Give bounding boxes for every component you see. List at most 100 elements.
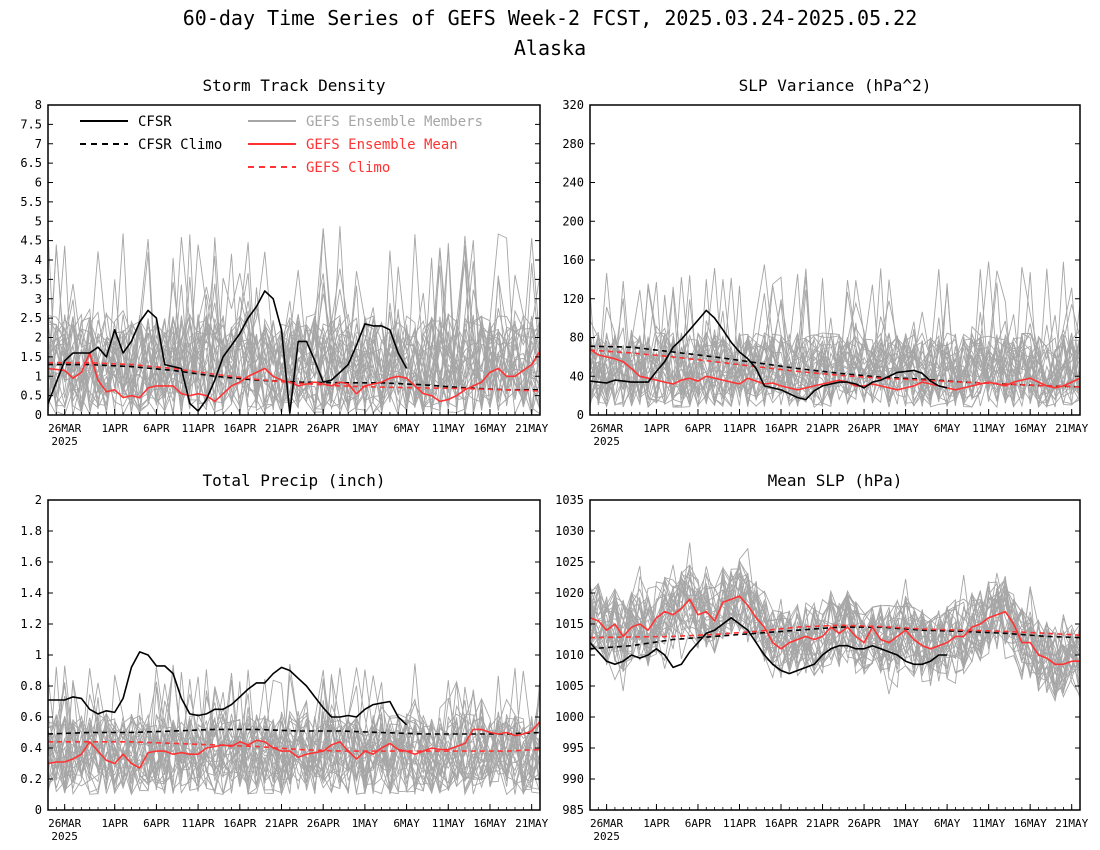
y-tick-label: 280: [562, 137, 584, 151]
x-tick-label: 6APR: [685, 422, 712, 435]
series-cfsr-climo: [590, 626, 1080, 650]
ensemble-member-line: [590, 333, 1080, 408]
panel-title: Storm Track Density: [202, 76, 385, 95]
x-tick-label: 26APR: [307, 422, 340, 435]
x-tick-label: 21MAY: [515, 817, 548, 830]
y-tick-label: 0.2: [20, 772, 42, 786]
y-tick-label: 1020: [555, 586, 584, 600]
ensemble-member-line: [590, 572, 1080, 690]
plot-area: [48, 226, 540, 415]
x-tick-label: 21APR: [265, 817, 298, 830]
x-tick-label: 26APR: [848, 817, 881, 830]
x-tick-label: 11MAY: [972, 817, 1005, 830]
series-gefs-ensemble-mean: [590, 348, 1080, 391]
ensemble-member-line: [48, 274, 540, 414]
ensemble-member-line: [48, 675, 540, 794]
y-tick-label: 1005: [555, 679, 584, 693]
legend-label-gefs-climo: GEFS Climo: [306, 160, 390, 176]
y-tick-label: 1025: [555, 555, 584, 569]
y-tick-label: 3: [35, 292, 42, 306]
ensemble-member-line: [48, 308, 540, 415]
x-tick-label: 1APR: [101, 817, 128, 830]
series-gefs-climo: [48, 361, 540, 392]
figure-title: 60-day Time Series of GEFS Week-2 FCST, …: [182, 6, 918, 30]
x-tick-label: 16APR: [223, 817, 256, 830]
x-tick-label: 21MAY: [515, 422, 548, 435]
ensemble-member-line: [590, 283, 1080, 408]
figure-subtitle: Alaska: [513, 36, 587, 60]
plot-area: [590, 261, 1080, 409]
x-tick-label: 1APR: [643, 422, 670, 435]
ensemble-member-line: [590, 300, 1080, 408]
ensemble-members: [590, 542, 1080, 703]
y-tick-label: 40: [570, 369, 584, 383]
x-tick-label: 16APR: [764, 422, 797, 435]
x-tick-label: 21MAY: [1055, 422, 1088, 435]
y-tick-label: 240: [562, 176, 584, 190]
y-tick-label: 120: [562, 292, 584, 306]
ensemble-member-line: [48, 663, 540, 796]
y-tick-label: 1.2: [20, 617, 42, 631]
y-tick-label: 4: [35, 253, 42, 267]
x-year-label: 2025: [51, 830, 78, 843]
x-year-label: 2025: [51, 435, 78, 448]
y-tick-label: 0.6: [20, 710, 42, 724]
x-tick-label: 11APR: [723, 817, 756, 830]
ensemble-member-line: [48, 669, 540, 796]
x-tick-label: 6MAY: [934, 817, 961, 830]
plot-area: [48, 651, 540, 797]
series-gefs-ensemble-mean: [590, 595, 1080, 666]
x-tick-label: 1MAY: [352, 422, 379, 435]
y-tick-label: 5: [35, 214, 42, 228]
y-tick-label: 0.8: [20, 679, 42, 693]
series-cfsr: [48, 290, 408, 414]
ensemble-member-line: [48, 715, 540, 796]
y-tick-label: 990: [562, 772, 584, 786]
y-tick-label: 0: [35, 408, 42, 422]
x-tick-label: 11MAY: [972, 422, 1005, 435]
y-tick-label: 995: [562, 741, 584, 755]
ensemble-members: [48, 663, 540, 797]
y-tick-label: 0.4: [20, 741, 42, 755]
panel-mean-slp: Mean SLP (hPa) 985 990 995 1000 1005 1010 1015 1…: [555, 471, 1089, 843]
ensemble-member-line: [48, 242, 540, 415]
y-tick-label: 1.4: [20, 586, 42, 600]
panel-title: SLP Variance (hPa^2): [739, 76, 932, 95]
x-tick-label: 1MAY: [352, 817, 379, 830]
x-tick-label: 6MAY: [393, 817, 420, 830]
y-tick-label: 3.5: [20, 272, 42, 286]
x-tick-label: 26MAR: [48, 817, 81, 830]
y-tick-label: 0.5: [20, 389, 42, 403]
series-cfsr: [590, 616, 948, 675]
x-tick-label: 21APR: [265, 422, 298, 435]
series-gefs-climo: [590, 624, 1080, 639]
y-tick-label: 6: [35, 176, 42, 190]
x-tick-label: 1APR: [101, 422, 128, 435]
x-tick-label: 11APR: [182, 817, 215, 830]
x-tick-label: 6APR: [685, 817, 712, 830]
x-tick-label: 21APR: [806, 817, 839, 830]
y-tick-label: 2: [35, 493, 42, 507]
series-cfsr: [590, 309, 948, 401]
x-tick-label: 1MAY: [892, 817, 919, 830]
ensemble-member-line: [590, 261, 1080, 409]
y-tick-label: 985: [562, 803, 584, 817]
y-tick-label: 80: [570, 331, 584, 345]
x-tick-label: 11MAY: [432, 422, 465, 435]
ensemble-members: [48, 226, 540, 415]
y-tick-label: 8: [35, 98, 42, 112]
y-tick-label: 200: [562, 214, 584, 228]
x-tick-label: 11APR: [182, 422, 215, 435]
x-tick-label: 26MAR: [590, 422, 623, 435]
y-tick-label: 1.6: [20, 555, 42, 569]
x-tick-label: 16APR: [223, 422, 256, 435]
y-tick-label: 1015: [555, 617, 584, 631]
x-tick-label: 26APR: [848, 422, 881, 435]
x-tick-label: 21MAY: [1055, 817, 1088, 830]
x-tick-label: 1MAY: [892, 422, 919, 435]
y-tick-label: 160: [562, 253, 584, 267]
x-tick-label: 16MAY: [1014, 817, 1047, 830]
x-tick-label: 6MAY: [934, 422, 961, 435]
x-tick-label: 16MAY: [1014, 422, 1047, 435]
